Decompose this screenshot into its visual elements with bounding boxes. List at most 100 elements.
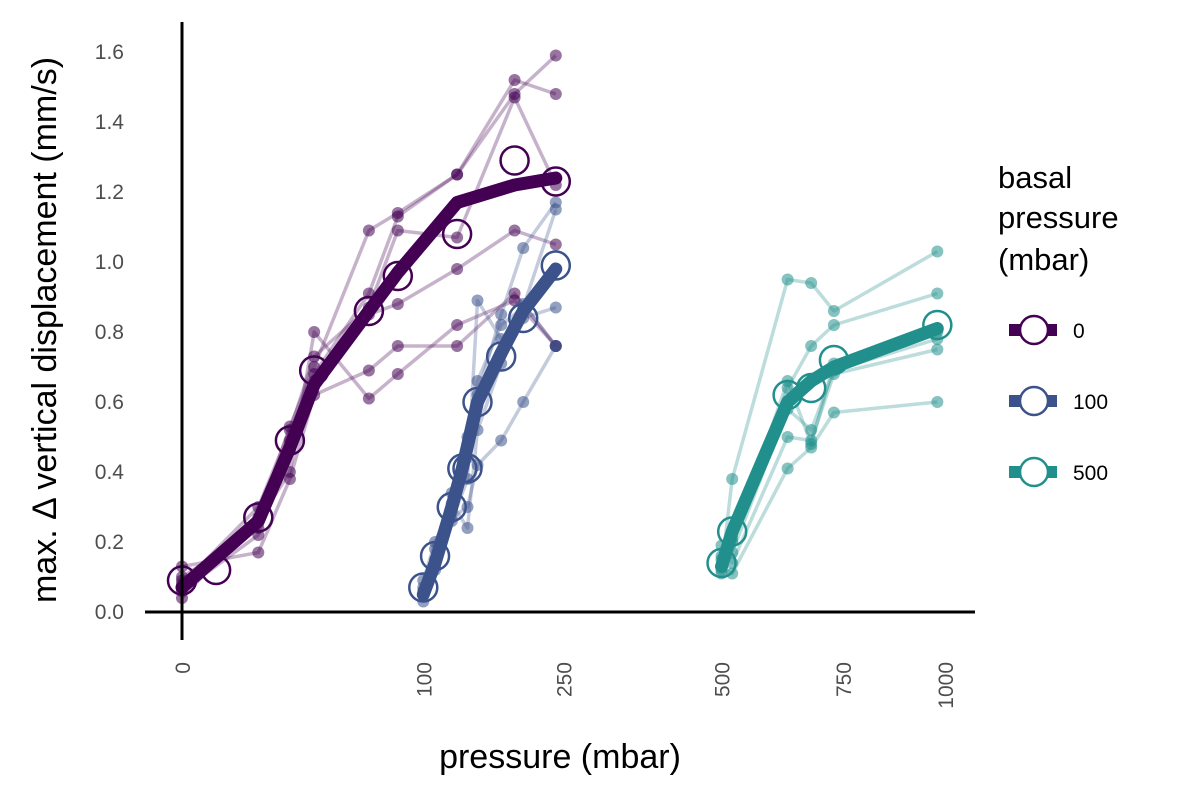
mean-point-0-8	[499, 145, 530, 176]
mean-line-100	[416, 262, 563, 601]
replicate-point-0-1-7	[508, 74, 521, 86]
replicate-point-0-1-5	[391, 210, 404, 223]
mean-point-100-6	[485, 341, 517, 372]
mean-point-500-4	[818, 344, 850, 376]
mean-line-500	[715, 322, 944, 573]
legend-title-line-3: (mbar)	[998, 242, 1089, 277]
y-tick-label-5: 1.0	[95, 251, 124, 274]
mean-point-100-1	[419, 540, 451, 572]
legend-key-marker-500	[1018, 456, 1050, 488]
replicate-point-0-4-4	[362, 364, 375, 377]
replicate-point-500-0-2	[781, 273, 794, 286]
replicate-point-100-4-3	[461, 501, 474, 513]
y-tick-label-1: 0.2	[95, 531, 124, 554]
replicate-point-500-3-5	[931, 343, 944, 356]
mean-point-0-2	[243, 502, 274, 533]
replicate-point-0-4-5	[391, 340, 404, 352]
replicate-point-100-0-6	[517, 242, 530, 254]
replicate-point-100-1-5	[495, 319, 508, 331]
mean-point-0-3	[274, 425, 306, 456]
replicate-point-100-4-6	[517, 396, 530, 408]
replicate-line-500-1	[719, 291, 938, 561]
legend-entry-100: 100	[1009, 385, 1108, 417]
legend-key-marker-0	[1018, 314, 1050, 346]
replicate-point-100-0-5	[495, 308, 508, 321]
mean-point-0-5	[353, 295, 385, 327]
legend-key-marker-100	[1018, 385, 1050, 417]
replicate-point-100-2-7	[549, 301, 562, 314]
y-tick-label-4: 0.8	[95, 321, 124, 344]
replicate-point-0-2-5	[391, 224, 404, 237]
replicate-point-100-4-7	[549, 340, 562, 352]
replicate-point-0-3-8	[549, 238, 562, 251]
replicate-point-500-4-2	[781, 462, 794, 475]
mean-point-100-4	[452, 453, 483, 484]
replicate-point-500-1-4	[827, 319, 840, 331]
replicate-point-100-4-5	[495, 434, 508, 447]
replicate-point-0-0-4	[362, 224, 375, 237]
y-tick-label-2: 0.4	[95, 461, 125, 484]
replicate-line-500-0	[719, 249, 939, 571]
mean-line-0	[175, 171, 563, 594]
mean-point-0-9	[540, 166, 572, 197]
replicate-point-500-2-3	[805, 424, 818, 436]
replicate-point-0-5-4	[362, 392, 375, 405]
replicate-layer	[176, 49, 944, 608]
tick-layer: 0.0 0.2 0.4 0.6 0.8 1.0 1.2 1.4 1.6 0 100 250 500 750…	[95, 41, 958, 709]
legend-label-100: 100	[1073, 391, 1108, 414]
replicate-point-100-3-3	[461, 522, 474, 534]
x-tick-label-0: 0	[172, 662, 195, 674]
y-tick-label-6: 1.2	[95, 181, 124, 204]
y-axis-title: max. Δ vertical displacement (mm/s)	[26, 57, 64, 603]
mean-point-0-1	[200, 554, 232, 586]
mean-point-100-8	[540, 250, 572, 281]
replicate-point-100-1-7	[549, 203, 562, 216]
legend: basal pressure (mbar) 0 100 500	[998, 160, 1119, 488]
replicate-point-100-2-4	[471, 294, 484, 307]
replicate-point-0-4-1	[252, 546, 265, 559]
replicate-point-500-5-3	[805, 438, 818, 450]
replicate-point-0-0-8	[549, 49, 562, 62]
axes	[145, 22, 975, 640]
x-tick-label-4: 750	[833, 662, 856, 697]
replicate-point-0-5-3	[308, 326, 321, 338]
replicate-point-500-0-4	[827, 305, 840, 317]
replicate-point-500-0-5	[931, 245, 944, 258]
x-tick-label-2: 250	[554, 662, 577, 697]
mean-layer	[166, 145, 953, 603]
x-axis-title: pressure (mbar)	[439, 738, 681, 776]
replicate-point-0-5-6	[451, 319, 464, 331]
mean-point-0-6	[382, 260, 414, 292]
replicate-point-0-4-6	[451, 340, 464, 352]
mean-point-500-5	[922, 309, 953, 341]
mean-point-100-2	[436, 491, 468, 523]
y-tick-label-0: 0.0	[95, 601, 124, 624]
legend-entries: 0 100 500	[1009, 314, 1108, 488]
mean-point-100-5	[462, 386, 493, 418]
mean-point-500-2	[772, 379, 803, 411]
x-tick-label-1: 100	[413, 662, 436, 697]
x-tick-label-5: 1000	[935, 662, 958, 709]
legend-title-line-2: pressure	[998, 200, 1119, 235]
legend-entry-500: 500	[1009, 456, 1108, 488]
y-tick-label-3: 0.6	[95, 391, 124, 414]
replicate-point-500-4-5	[931, 396, 944, 408]
mean-point-0-7	[441, 218, 473, 250]
replicate-point-500-4-4	[827, 406, 840, 419]
mean-point-100-0	[408, 572, 439, 603]
legend-entry-0: 0	[1009, 314, 1085, 346]
replicate-point-500-0-1	[726, 473, 739, 485]
y-tick-label-7: 1.4	[95, 111, 125, 134]
y-tick-label-8: 1.6	[95, 41, 124, 64]
replicate-point-0-1-6	[451, 168, 464, 181]
replicate-point-500-1-5	[931, 287, 944, 300]
mean-point-0-4	[298, 355, 330, 386]
legend-label-0: 0	[1073, 320, 1085, 343]
replicate-point-500-0-3	[805, 277, 818, 289]
replicate-point-0-5-5	[391, 368, 404, 380]
mean-point-500-1	[716, 516, 748, 547]
replicate-point-0-3-7	[508, 224, 521, 237]
replicate-point-0-2-6	[451, 231, 464, 244]
replicate-point-0-3-5	[391, 298, 404, 310]
